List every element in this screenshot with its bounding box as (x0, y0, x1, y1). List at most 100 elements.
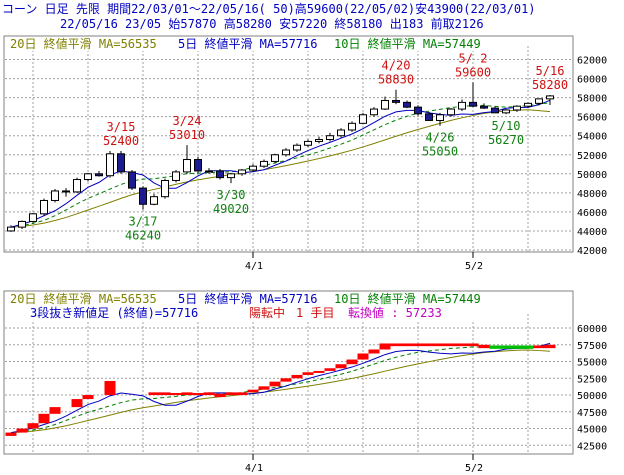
lower-legend-ma5: 5日 終値平滑 MA=57716 (178, 291, 317, 306)
brick (456, 343, 468, 347)
lower-grid (5, 314, 572, 454)
brick (412, 343, 424, 347)
candle-body (326, 135, 334, 141)
annotation-value: 49020 (213, 202, 249, 216)
lower-legend-bg (6, 292, 476, 320)
candle-body (524, 102, 532, 107)
brick (192, 393, 204, 396)
candle-body (183, 159, 191, 173)
brick (434, 343, 446, 347)
y-tick-label: 54000 (577, 132, 607, 143)
y-tick-label: 60000 (577, 75, 607, 86)
upper-legend-bg (6, 37, 476, 51)
candle-body (249, 165, 257, 171)
candle-body (260, 160, 268, 167)
y-tick-label: 56000 (577, 113, 607, 124)
upper-x-axis: 4/1 5/2 (245, 252, 483, 272)
header-strip (0, 0, 624, 32)
brick (181, 392, 193, 396)
candle-body (447, 108, 455, 116)
brick (236, 392, 248, 396)
brick (511, 345, 523, 349)
brick (478, 344, 490, 349)
y-tick-label: 60000 (577, 324, 607, 335)
candle-body (502, 109, 510, 114)
candle-body (403, 101, 411, 108)
trend-state: 陽転中 (249, 305, 285, 320)
legend-ma20: 20日 終値平滑 MA=56535 (10, 36, 157, 51)
lower-moving-averages (10, 342, 551, 434)
candle-body (414, 106, 422, 115)
brick (269, 381, 281, 387)
candle-body (458, 101, 466, 110)
candle-body (161, 179, 169, 198)
brick (27, 423, 39, 429)
brick (379, 343, 391, 350)
candle-body (535, 98, 543, 104)
candle-body (205, 170, 213, 173)
brick (225, 392, 237, 396)
candle-body (73, 179, 81, 193)
header-line-2: 22/05/16 23/05 始57870 高58280 安57220 終581… (60, 16, 484, 31)
candle-body (337, 129, 345, 137)
y-tick-label: 57500 (577, 341, 607, 352)
brick (16, 428, 28, 433)
candle-body (40, 199, 48, 215)
kagi-info: 3段抜き新値足 (終値)=57716 (30, 305, 198, 320)
trend-count: 1 手目 (296, 306, 334, 320)
candle-body (513, 105, 521, 111)
y-tick-label: 62000 (577, 56, 607, 67)
candlesticks (7, 82, 554, 232)
brick (49, 407, 61, 414)
candle-body (95, 173, 103, 177)
brick (544, 344, 556, 349)
candle-body (227, 173, 235, 179)
candle-body (359, 114, 367, 124)
y-tick-label: 46000 (577, 208, 607, 219)
annotation-value: 59600 (455, 65, 491, 79)
annotation-value: 53010 (169, 128, 205, 142)
candle-body (348, 122, 356, 131)
annotation-value: 56270 (488, 133, 524, 147)
brick (522, 345, 534, 349)
legend-ma5: 5日 終値平滑 MA=57716 (178, 36, 317, 51)
annotation-date: 5/10 (492, 119, 521, 133)
y-tick-label: 48000 (577, 189, 607, 200)
brick (500, 345, 512, 349)
brick (258, 386, 270, 390)
candle-body (480, 105, 488, 109)
brick (247, 389, 259, 393)
lower-legend-ma20: 20日 終値平滑 MA=56535 (10, 291, 157, 306)
candle-body (469, 101, 477, 107)
brick (324, 368, 336, 371)
candle-body (62, 190, 70, 193)
y-tick-label: 58000 (577, 94, 607, 105)
upper-grid (5, 46, 572, 252)
candle-body (29, 213, 37, 222)
y-tick-label: 44000 (577, 227, 607, 238)
brick (445, 343, 457, 347)
upper-y-axis: 42000 44000 46000 48000 50000 52000 54000 56000… (577, 56, 607, 257)
annotation-date: 4/20 (382, 59, 411, 73)
brick (148, 392, 160, 396)
brick (390, 343, 402, 347)
candle-body (18, 220, 26, 228)
brick (302, 372, 314, 375)
candle-body (381, 99, 389, 110)
x-tick-label: 4/1 (245, 261, 263, 272)
y-tick-label: 42500 (577, 441, 607, 452)
annotation-date: 3/15 (107, 120, 136, 134)
annotation-date: 5/ 2 (459, 51, 488, 65)
lower-ma5-line (10, 342, 551, 434)
lower-x-axis: 4/1 5/2 (245, 454, 483, 474)
brick (346, 359, 358, 365)
candle-body (7, 226, 15, 232)
legend-ma10: 10日 終値平滑 MA=57449 (334, 36, 481, 51)
brick (170, 393, 182, 396)
annotation-value: 58280 (532, 78, 568, 92)
brick (214, 393, 226, 398)
annotation-date: 4/26 (426, 131, 455, 145)
annotation-value: 52400 (103, 134, 139, 148)
candle-body (315, 139, 323, 142)
